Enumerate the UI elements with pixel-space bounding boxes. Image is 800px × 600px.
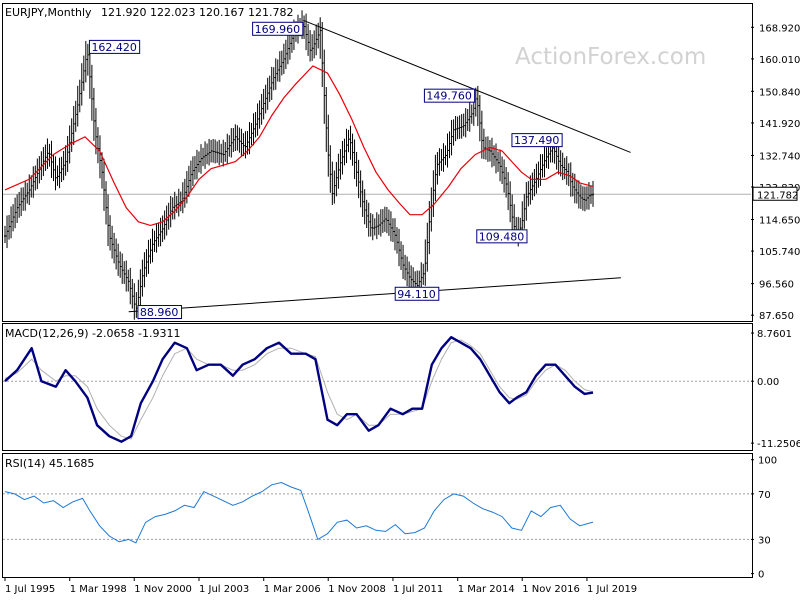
- rsi-panel: 100 70 30 0: [3, 456, 777, 581]
- annotation-box: [511, 133, 563, 148]
- panel-frames: [2, 3, 753, 578]
- lower-trendline: [128, 277, 621, 313]
- moving-average: [4, 65, 594, 227]
- annotation-box: [137, 305, 183, 320]
- time-tick-label: 1 Mar 2014: [458, 584, 515, 595]
- annotation-label: 169.960: [255, 23, 301, 36]
- rsi-panel-frame: [2, 453, 753, 578]
- price-y-tick-label: 132.740: [759, 151, 800, 162]
- annotation-box: [88, 39, 141, 54]
- annotation-box: [476, 229, 528, 244]
- chart-header: EURJPY,Monthly 121.920 122.023 120.167 1…: [5, 6, 294, 19]
- rsi-y-tick-label: 30: [758, 535, 771, 546]
- macd-y-tick-label: 8.7601: [757, 329, 792, 340]
- macd-title: MACD(12,26,9) -2.0658 -1.9311: [5, 327, 180, 340]
- time-tick-label: 1 Jul 2019: [587, 584, 637, 595]
- time-tick-label: 1 Nov 2008: [328, 584, 386, 595]
- annotation-box: [394, 286, 440, 301]
- watermark-text: ActionForex.com: [515, 44, 706, 70]
- price-y-tick-label: 114.650: [759, 216, 800, 227]
- time-tick-label: 1 Jul 1995: [5, 584, 55, 595]
- macd-line: [4, 336, 594, 443]
- macd-panel-frame: [2, 323, 753, 451]
- current-price-badge: [752, 186, 798, 201]
- annotation-box: [252, 21, 304, 36]
- macd-panel: 8.7601 0.00 -11.2506: [3, 329, 800, 450]
- macd-signal-line: [4, 339, 594, 440]
- price-y-tick-label: 105.740: [759, 247, 800, 258]
- time-tick-label: 1 Nov 2016: [522, 584, 580, 595]
- macd-y-tick-label: -11.2506: [757, 439, 800, 450]
- current-price-label: 121.782: [757, 190, 798, 201]
- annotation-label: 137.490: [514, 134, 560, 147]
- rsi-line: [4, 481, 594, 544]
- price-y-tick-label: 96.560: [759, 280, 794, 291]
- annotation-label: 94.110: [397, 288, 436, 301]
- price-y-tick-label: 150.840: [759, 87, 800, 98]
- time-tick-label: 1 Jul 2011: [393, 584, 443, 595]
- price-panel-frame: [2, 3, 753, 322]
- macd-y-tick-label: 0.00: [757, 377, 779, 388]
- annotation-label: 149.760: [426, 90, 472, 103]
- annotation-box: [423, 88, 476, 103]
- price-y-tick-label: 160.010: [759, 55, 800, 66]
- symbol-label: EURJPY,Monthly: [5, 6, 92, 19]
- price-y-axis: 168.920160.010150.840141.920132.740123.8…: [751, 23, 800, 322]
- time-tick-label: 1 Jul 2003: [199, 584, 249, 595]
- price-y-tick-label: 87.650: [759, 311, 794, 322]
- trendlines: [128, 19, 631, 313]
- rsi-y-tick-label: 70: [758, 490, 771, 501]
- time-tick-label: 1 Mar 1998: [70, 584, 127, 595]
- annotation-label: 162.420: [91, 41, 137, 54]
- rsi-y-tick-label: 0: [758, 570, 764, 581]
- rsi-y-tick-label: 100: [758, 456, 777, 467]
- time-tick-label: 1 Mar 2006: [264, 584, 321, 595]
- rsi-title: RSI(14) 45.1685: [5, 457, 94, 470]
- annotation-label: 88.960: [140, 306, 179, 319]
- price-y-tick-label: 168.920: [759, 23, 800, 34]
- annotation-label: 109.480: [479, 230, 525, 243]
- price-annotations: 162.420 169.960 149.760 137.490 109.480 94.11…: [88, 21, 563, 320]
- ohlc-values: 121.920 122.023 120.167 121.782: [101, 6, 293, 19]
- moving-average-line: [4, 65, 594, 227]
- price-y-tick-label: 141.920: [759, 119, 800, 130]
- time-tick-label: 1 Nov 2000: [134, 584, 192, 595]
- time-axis: 1 Jul 1995 1 Mar 1998 1 Nov 2000 1 Jul 2003…: [4, 577, 637, 595]
- upper-trendline: [303, 19, 631, 153]
